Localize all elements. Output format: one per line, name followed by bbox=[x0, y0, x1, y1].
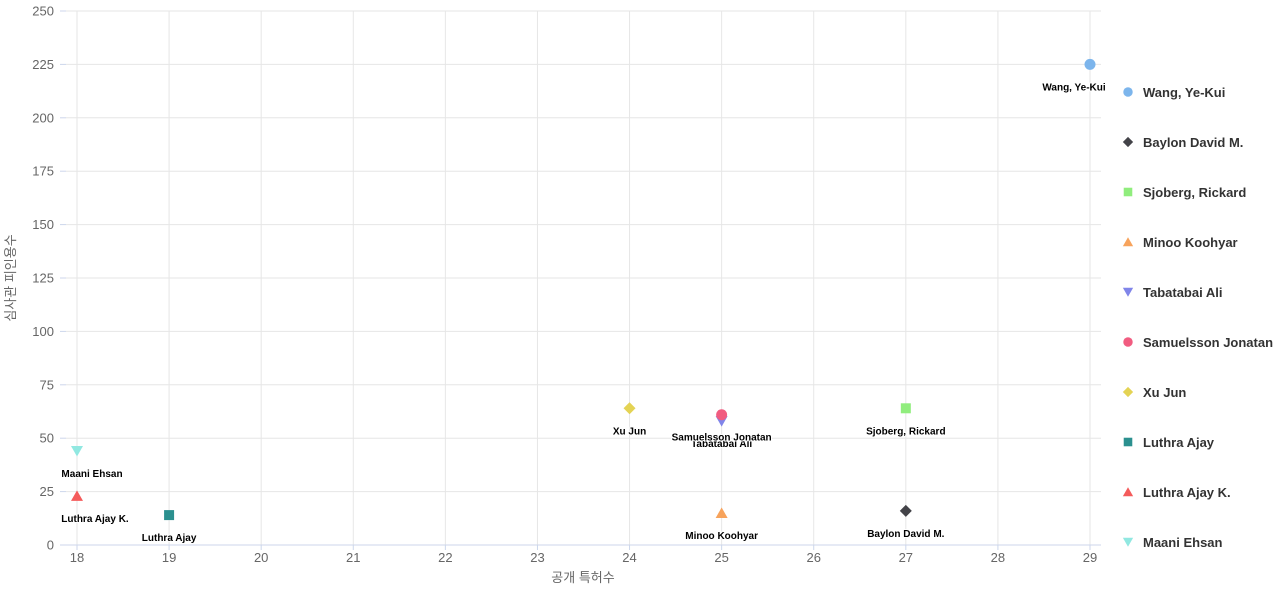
triangle-legend-marker-icon bbox=[1122, 237, 1134, 247]
legend-item-maani-ehsan[interactable]: Maani Ehsan bbox=[1122, 517, 1273, 567]
triangle-legend-marker-icon bbox=[1122, 487, 1134, 497]
data-point-xu-jun[interactable] bbox=[623, 402, 636, 415]
legend-label: Luthra Ajay bbox=[1143, 434, 1215, 450]
legend-label: Wang, Ye-Kui bbox=[1143, 84, 1226, 100]
y-axis-title: 심사관 피인용수 bbox=[3, 234, 18, 321]
circle-legend-marker-icon bbox=[1123, 87, 1133, 97]
data-point-baylon-david-m[interactable] bbox=[899, 504, 912, 517]
legend-item-minoo-koohyar[interactable]: Minoo Koohyar bbox=[1122, 217, 1273, 267]
data-point-maani-ehsan[interactable] bbox=[71, 446, 83, 457]
data-point-minoo-koohyar[interactable] bbox=[715, 507, 728, 518]
y-tick-label: 250 bbox=[32, 4, 54, 19]
y-tick-label: 100 bbox=[32, 324, 54, 339]
data-point-label: Baylon David M. bbox=[867, 529, 944, 540]
y-tick-label: 125 bbox=[32, 271, 54, 286]
legend-marker-shape bbox=[1122, 487, 1134, 497]
circle-legend-marker-icon bbox=[1123, 337, 1133, 347]
x-tick-label: 27 bbox=[899, 550, 913, 565]
y-tick-label: 150 bbox=[32, 217, 54, 232]
legend-marker-shape bbox=[1123, 187, 1133, 197]
data-point-label: Luthra Ajay K. bbox=[61, 514, 129, 525]
legend-label: Sjoberg, Rickard bbox=[1143, 184, 1247, 200]
diamond-legend-marker-icon bbox=[1122, 136, 1134, 148]
legend-item-baylon-david-m[interactable]: Baylon David M. bbox=[1122, 117, 1273, 167]
x-tick-label: 21 bbox=[346, 550, 360, 565]
triangle-down-legend-marker-icon bbox=[1122, 287, 1134, 297]
data-point-label: Luthra Ajay bbox=[142, 533, 197, 544]
y-tick-label: 75 bbox=[40, 377, 54, 392]
data-point-label: Xu Jun bbox=[613, 426, 646, 437]
legend-label: Maani Ehsan bbox=[1143, 534, 1223, 550]
y-tick-label: 50 bbox=[40, 431, 54, 446]
y-tick-label: 175 bbox=[32, 164, 54, 179]
x-tick-label: 23 bbox=[530, 550, 544, 565]
x-tick-label: 22 bbox=[438, 550, 452, 565]
legend-marker-shape bbox=[1122, 237, 1134, 247]
legend-label: Luthra Ajay K. bbox=[1143, 484, 1231, 500]
legend-marker-shape bbox=[1122, 386, 1134, 398]
points-layer: Wang, Ye-Kui Baylon David M. Sjoberg, Rick… bbox=[60, 58, 1107, 545]
legend-label: Minoo Koohyar bbox=[1143, 234, 1238, 250]
legend-marker-shape bbox=[1122, 537, 1134, 547]
y-tick-label: 200 bbox=[32, 110, 54, 125]
data-point-samuelsson-jonatan[interactable] bbox=[716, 409, 728, 421]
data-point-luthra-ajay-k[interactable] bbox=[71, 490, 83, 501]
x-tick-label: 18 bbox=[70, 550, 84, 565]
x-tick-label: 20 bbox=[254, 550, 268, 565]
data-point-label: Tabatabai Ali bbox=[691, 439, 752, 450]
legend-item-luthra-ajay-k[interactable]: Luthra Ajay K. bbox=[1122, 467, 1273, 517]
x-tick-label: 26 bbox=[806, 550, 820, 565]
x-tick-label: 29 bbox=[1083, 550, 1097, 565]
chart-legend: Wang, Ye-Kui Baylon David M. Sjoberg, Rick… bbox=[1122, 67, 1273, 567]
x-axis-title: 공개 특허수 bbox=[551, 570, 614, 585]
y-tick-label: 225 bbox=[32, 57, 54, 72]
square-legend-marker-icon bbox=[1123, 187, 1133, 197]
triangle-down-legend-marker-icon bbox=[1122, 537, 1134, 547]
data-point-sjoberg-rickard[interactable] bbox=[900, 403, 911, 414]
legend-item-sjoberg-rickard[interactable]: Sjoberg, Rickard bbox=[1122, 167, 1273, 217]
legend-item-tabatabai-ali[interactable]: Tabatabai Ali bbox=[1122, 267, 1273, 317]
legend-label: Xu Jun bbox=[1143, 384, 1187, 400]
x-tick-label: 24 bbox=[622, 550, 636, 565]
legend-marker-shape bbox=[1122, 287, 1134, 297]
grid-layer bbox=[66, 10, 1101, 546]
legend-marker-shape bbox=[1123, 337, 1133, 347]
legend-item-luthra-ajay[interactable]: Luthra Ajay bbox=[1122, 417, 1273, 467]
legend-label: Tabatabai Ali bbox=[1143, 284, 1223, 300]
y-tick-label: 25 bbox=[40, 484, 54, 499]
legend-marker-shape bbox=[1123, 437, 1133, 447]
data-point-label: Samuelsson Jonatan bbox=[672, 433, 772, 444]
legend-label: Samuelsson Jonatan bbox=[1143, 334, 1274, 350]
diamond-legend-marker-icon bbox=[1122, 386, 1134, 398]
axis-layer: 0 25 50 75 100 125 150 175 200 225 250 18 19 20 21 22 23… bbox=[32, 4, 1101, 565]
x-tick-label: 19 bbox=[162, 550, 176, 565]
legend-item-samuelsson-jonatan[interactable]: Samuelsson Jonatan bbox=[1122, 317, 1273, 367]
legend-label: Baylon David M. bbox=[1143, 134, 1244, 150]
legend-marker-shape bbox=[1123, 87, 1133, 97]
data-point-label: Maani Ehsan bbox=[61, 469, 122, 480]
legend-item-wang-ye-kui[interactable]: Wang, Ye-Kui bbox=[1122, 67, 1273, 117]
data-point-luthra-ajay[interactable] bbox=[164, 510, 175, 521]
y-tick-label: 0 bbox=[47, 538, 54, 553]
x-tick-label: 28 bbox=[991, 550, 1005, 565]
legend-item-xu-jun[interactable]: Xu Jun bbox=[1122, 367, 1273, 417]
square-legend-marker-icon bbox=[1123, 437, 1133, 447]
data-point-label: Wang, Ye-Kui bbox=[1042, 82, 1106, 93]
data-point-label: Sjoberg, Rickard bbox=[866, 426, 945, 437]
legend-marker-shape bbox=[1122, 136, 1134, 148]
data-point-wang-ye-kui[interactable] bbox=[1084, 58, 1096, 70]
x-tick-label: 25 bbox=[714, 550, 728, 565]
data-point-label: Minoo Koohyar bbox=[685, 531, 758, 542]
